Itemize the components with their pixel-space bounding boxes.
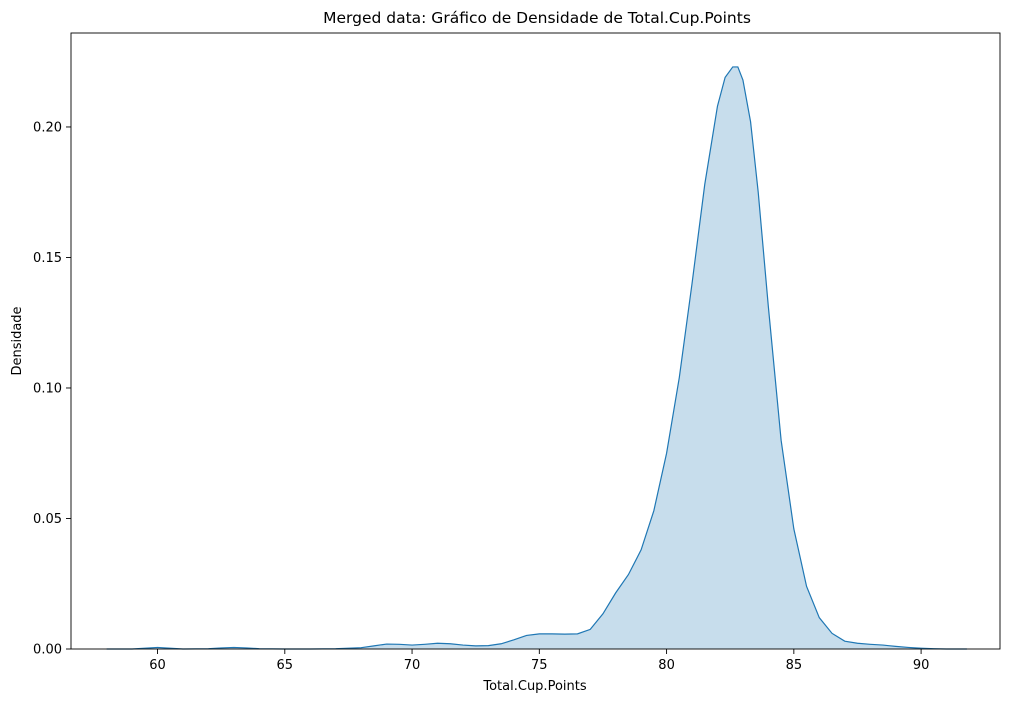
x-tick-label: 80 — [658, 658, 675, 673]
y-tick-label: 0.15 — [33, 251, 62, 266]
x-tick-label: 60 — [149, 658, 166, 673]
plot-frame — [70, 32, 1001, 650]
x-axis: 60 65 70 75 80 85 90 — [149, 649, 929, 673]
x-tick-label: 70 — [404, 658, 421, 673]
y-tick-label: 0.05 — [33, 512, 62, 527]
x-tick-label: 90 — [913, 658, 930, 673]
density-fill-area — [106, 66, 967, 650]
x-tick-label: 65 — [277, 658, 294, 673]
x-axis-title: Total.Cup.Points — [482, 679, 586, 694]
y-tick-label: 0.10 — [33, 381, 62, 396]
y-tick-label: 0.00 — [33, 643, 62, 658]
y-axis: 0.00 0.05 0.10 0.15 0.20 — [33, 120, 71, 658]
x-tick-label: 75 — [531, 658, 548, 673]
plot-area — [106, 66, 967, 650]
y-axis-title: Densidade — [10, 306, 25, 375]
y-tick-label: 0.20 — [33, 120, 62, 135]
chart-title: Merged data: Gráfico de Densidade de Tot… — [323, 9, 751, 27]
x-tick-label: 85 — [786, 658, 803, 673]
density-curve — [106, 66, 967, 650]
